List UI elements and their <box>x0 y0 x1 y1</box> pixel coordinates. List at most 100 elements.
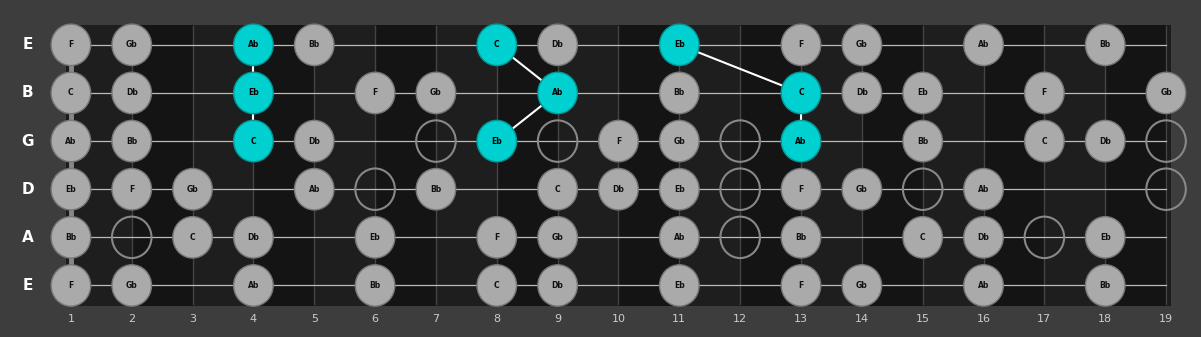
FancyBboxPatch shape <box>680 25 740 306</box>
Ellipse shape <box>842 265 882 306</box>
Ellipse shape <box>963 168 1003 210</box>
Text: C: C <box>1041 136 1047 146</box>
FancyBboxPatch shape <box>375 25 436 306</box>
Ellipse shape <box>417 168 455 210</box>
Text: Eb: Eb <box>66 185 76 194</box>
Text: Bb: Bb <box>126 136 137 146</box>
Ellipse shape <box>112 265 151 306</box>
Ellipse shape <box>477 24 516 66</box>
Ellipse shape <box>52 168 90 210</box>
FancyBboxPatch shape <box>192 25 253 306</box>
Text: Gb: Gb <box>856 40 867 49</box>
Text: C: C <box>920 233 926 242</box>
Text: 3: 3 <box>189 314 196 324</box>
Text: F: F <box>616 136 621 146</box>
Ellipse shape <box>294 120 334 162</box>
Ellipse shape <box>903 217 943 258</box>
FancyBboxPatch shape <box>619 25 680 306</box>
Text: Eb: Eb <box>674 40 685 49</box>
Ellipse shape <box>538 217 578 258</box>
Text: C: C <box>251 136 256 146</box>
Text: F: F <box>372 89 378 97</box>
Text: A: A <box>22 230 34 245</box>
Ellipse shape <box>1146 72 1185 114</box>
Text: Bb: Bb <box>430 185 442 194</box>
Text: B: B <box>22 86 34 100</box>
Ellipse shape <box>659 168 699 210</box>
Text: Bb: Bb <box>309 40 319 49</box>
Ellipse shape <box>538 168 578 210</box>
FancyBboxPatch shape <box>253 25 315 306</box>
Ellipse shape <box>1086 217 1125 258</box>
Text: Ab: Ab <box>552 89 563 97</box>
Text: 11: 11 <box>673 314 686 324</box>
FancyBboxPatch shape <box>1105 25 1166 306</box>
Text: Ab: Ab <box>978 281 990 290</box>
Ellipse shape <box>842 24 882 66</box>
Text: Db: Db <box>856 89 868 97</box>
Ellipse shape <box>903 72 943 114</box>
Ellipse shape <box>52 72 90 114</box>
Text: 4: 4 <box>250 314 257 324</box>
Ellipse shape <box>477 120 516 162</box>
Text: Gb: Gb <box>186 185 198 194</box>
Ellipse shape <box>659 24 699 66</box>
Text: Bb: Bb <box>65 233 77 242</box>
Text: Bb: Bb <box>1100 281 1111 290</box>
Ellipse shape <box>234 120 273 162</box>
Ellipse shape <box>417 72 455 114</box>
Ellipse shape <box>294 168 334 210</box>
Text: Eb: Eb <box>370 233 381 242</box>
Text: F: F <box>494 233 500 242</box>
FancyBboxPatch shape <box>801 25 862 306</box>
Text: G: G <box>22 133 34 149</box>
Text: Bb: Bb <box>918 136 928 146</box>
Text: 10: 10 <box>611 314 626 324</box>
Ellipse shape <box>234 265 273 306</box>
Text: Db: Db <box>126 89 138 97</box>
Text: Gb: Gb <box>430 89 442 97</box>
Ellipse shape <box>477 217 516 258</box>
Ellipse shape <box>659 217 699 258</box>
Ellipse shape <box>781 265 820 306</box>
Text: Gb: Gb <box>856 281 867 290</box>
Text: F: F <box>799 281 803 290</box>
Text: 15: 15 <box>915 314 930 324</box>
Text: F: F <box>799 185 803 194</box>
Ellipse shape <box>52 120 90 162</box>
Text: 16: 16 <box>976 314 991 324</box>
Text: Ab: Ab <box>795 136 807 146</box>
FancyBboxPatch shape <box>436 25 497 306</box>
Text: Bb: Bb <box>370 281 381 290</box>
Ellipse shape <box>173 217 213 258</box>
Text: Gb: Gb <box>551 233 563 242</box>
Ellipse shape <box>234 24 273 66</box>
Text: Gb: Gb <box>674 136 686 146</box>
Text: C: C <box>799 89 803 97</box>
FancyBboxPatch shape <box>557 25 619 306</box>
Text: Gb: Gb <box>856 185 867 194</box>
Ellipse shape <box>52 265 90 306</box>
Ellipse shape <box>355 72 395 114</box>
Text: 7: 7 <box>432 314 440 324</box>
Ellipse shape <box>1086 265 1125 306</box>
Text: E: E <box>23 278 32 293</box>
Ellipse shape <box>294 24 334 66</box>
Ellipse shape <box>355 265 395 306</box>
Ellipse shape <box>659 120 699 162</box>
Ellipse shape <box>173 168 213 210</box>
Text: Eb: Eb <box>918 89 928 97</box>
Text: 13: 13 <box>794 314 808 324</box>
Text: Ab: Ab <box>247 281 259 290</box>
Text: 9: 9 <box>554 314 561 324</box>
Ellipse shape <box>538 24 578 66</box>
Ellipse shape <box>781 120 820 162</box>
Ellipse shape <box>599 120 638 162</box>
Text: Ab: Ab <box>309 185 319 194</box>
Text: Ab: Ab <box>978 40 990 49</box>
Text: 5: 5 <box>311 314 318 324</box>
Text: F: F <box>129 185 135 194</box>
Text: Db: Db <box>551 40 563 49</box>
Text: C: C <box>494 40 500 49</box>
FancyBboxPatch shape <box>1045 25 1105 306</box>
